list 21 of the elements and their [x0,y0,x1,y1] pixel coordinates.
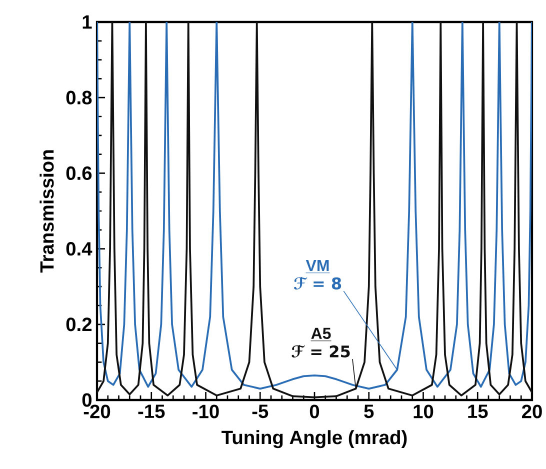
x-tick-label: 10 [414,404,434,418]
x-tick-label: 0 [310,404,320,418]
y-tick-label: 0 [82,393,92,407]
x-tick-label: -15 [138,404,165,418]
x-tick-label: -10 [192,404,219,418]
y-tick-label: 0.8 [66,90,92,104]
y-tick-label: 0.4 [66,242,92,256]
text: A5 [311,328,331,340]
x-tick-label: 5 [364,404,374,418]
y-tick-label: 0.6 [66,166,92,180]
x-tick-label: 15 [468,404,488,418]
y-tick-label: 0.2 [66,318,92,332]
annotation: ℱ = 25 [292,344,350,358]
y-tick-label: 1 [82,15,92,29]
x-tick-label: -5 [252,404,268,418]
text: VM [306,260,329,271]
x-axis-title: Tuning Angle (mrad) [222,430,407,448]
annotation: ℱ = 8 [294,276,342,290]
x-tick-label: 20 [522,404,542,418]
x-tick-label: -20 [84,404,110,418]
y-axis-title: Transmission [40,150,54,273]
